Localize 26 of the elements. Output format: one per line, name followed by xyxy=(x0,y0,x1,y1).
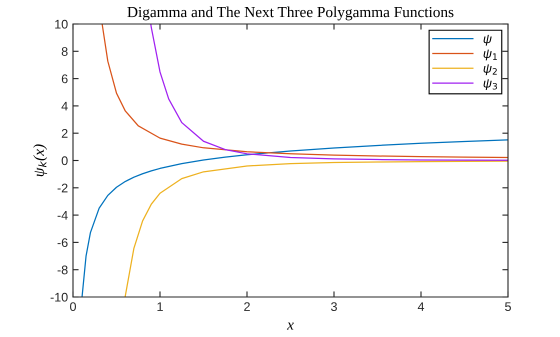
legend-label: ψ$_{3}$ xyxy=(484,79,497,90)
legend-label: ψ$_{1}$ xyxy=(484,50,497,60)
y-tick-label: 8 xyxy=(62,47,68,56)
x-tick-label: 2 xyxy=(244,302,250,311)
legend-label: ψ xyxy=(484,34,492,46)
y-tick-label: 4 xyxy=(61,102,68,110)
line-series xyxy=(82,139,508,297)
chart-title: Digamma and The Next Three Polygamma Functions xyxy=(127,6,454,20)
legend-label: ψ$_{2}$ xyxy=(484,64,497,76)
y-axis-title: ψ$_{k}$(x) xyxy=(33,144,48,176)
x-tick-label: 5 xyxy=(505,302,511,312)
x-axis-title: x xyxy=(286,322,294,330)
y-tick-label: 2 xyxy=(62,129,68,138)
y-tick-label: -10 xyxy=(50,292,68,302)
line-series xyxy=(124,160,508,297)
y-tick-label: 0 xyxy=(62,156,68,166)
y-tick-label: -4 xyxy=(58,211,68,220)
x-tick-label: 1 xyxy=(157,302,163,311)
y-tick-label: -8 xyxy=(58,266,68,274)
y-tick-label: -2 xyxy=(58,184,68,192)
y-tick-label: 6 xyxy=(62,74,68,84)
x-tick-label: 4 xyxy=(418,302,424,311)
x-tick-label: 0 xyxy=(70,302,76,312)
y-tick-label: 10 xyxy=(55,20,68,29)
x-tick-label: 3 xyxy=(331,302,337,312)
y-tick-label: -6 xyxy=(58,238,68,248)
